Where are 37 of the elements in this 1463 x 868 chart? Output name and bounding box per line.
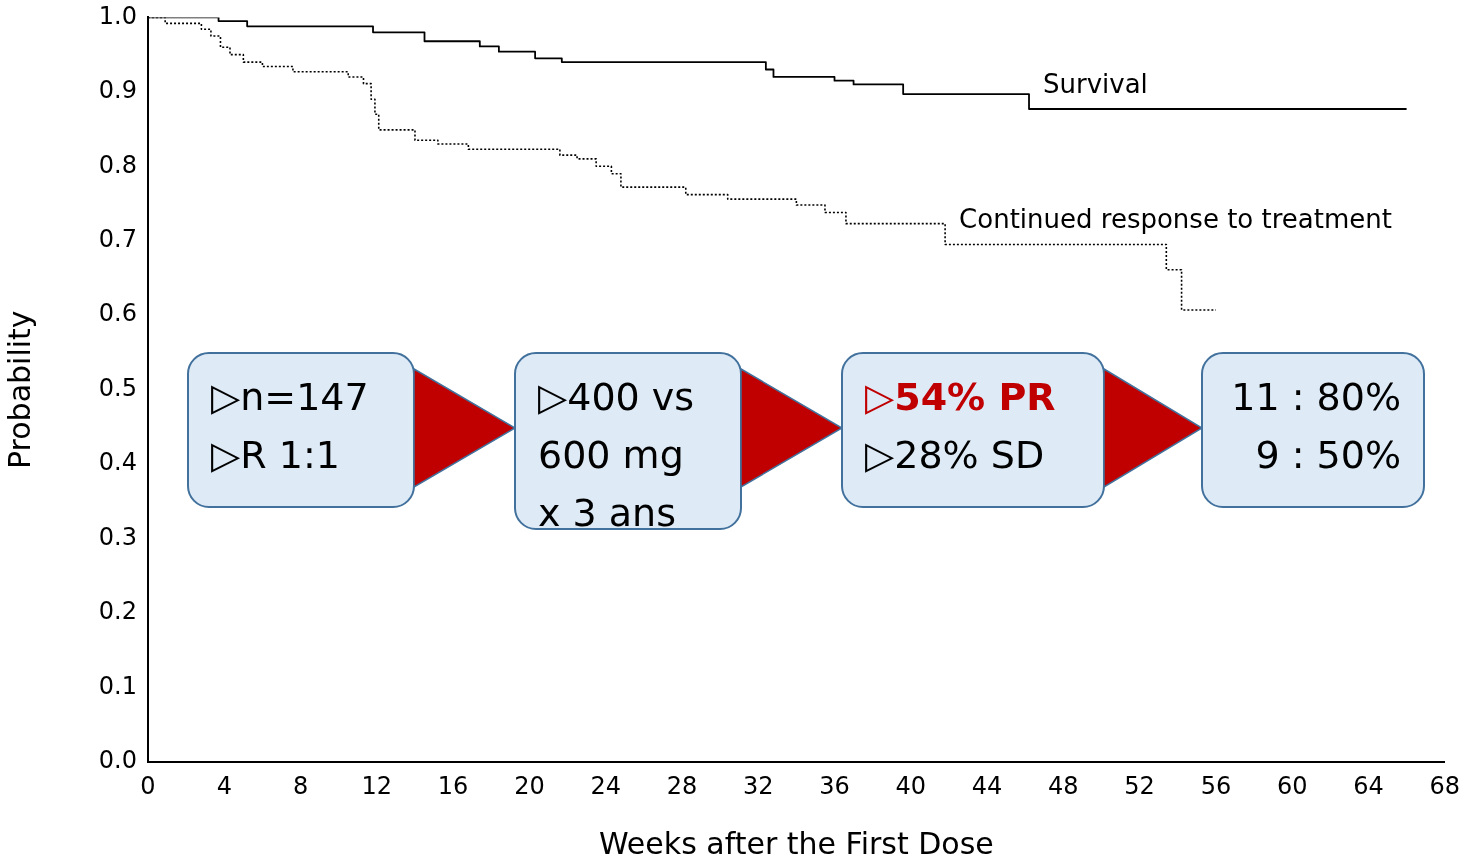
y-tick-label: 0.7: [98, 225, 137, 254]
y-tick-label: 0.3: [98, 522, 137, 551]
x-tick-label: 32: [742, 771, 774, 800]
y-axis-title: Probability: [1, 310, 37, 469]
x-tick-label: 52: [1124, 771, 1155, 800]
x-tick-label: 4: [216, 771, 232, 800]
annotation: 11 : 80% 9 : 50%: [1230, 374, 1401, 479]
series-label: Survival: [1043, 68, 1148, 99]
x-tick-label: 36: [819, 771, 850, 800]
x-tick-label: 28: [666, 771, 698, 800]
x-tick-label: 0: [140, 771, 156, 800]
x-tick-label: 40: [895, 771, 927, 800]
annotation: ▷n=147 ▷R 1:1: [211, 374, 370, 479]
x-tick-label: 56: [1200, 771, 1232, 800]
annotation: ▷400 vs 600 mg x 3 ans: [538, 374, 696, 537]
y-tick-label: 0.1: [98, 671, 137, 700]
y-tick-label: 0.0: [98, 746, 137, 775]
x-tick-label: 68: [1429, 771, 1460, 800]
y-tick-label: 0.8: [98, 150, 137, 179]
x-tick-label: 16: [437, 771, 469, 800]
x-tick-label: 64: [1353, 771, 1384, 800]
x-tick-label: 60: [1276, 771, 1308, 800]
y-tick-label: 0.9: [98, 76, 137, 105]
y-tick-label: 0.4: [98, 448, 137, 477]
y-tick-label: 0.6: [98, 299, 137, 328]
annotation: ▷54% PR ▷28% SD: [865, 374, 1057, 479]
x-tick-label: 12: [361, 771, 393, 800]
y-tick-label: 1.0: [98, 1, 137, 30]
y-tick-label: 0.2: [98, 597, 137, 626]
x-axis-title: Weeks after the First Dose: [598, 825, 994, 861]
x-tick-label: 24: [590, 771, 621, 800]
series-label: Continued response to treatment: [959, 204, 1392, 235]
x-tick-label: 44: [971, 771, 1003, 800]
x-tick-label: 48: [1048, 771, 1079, 800]
y-tick-label: 0.5: [98, 373, 137, 402]
x-tick-label: 8: [292, 771, 309, 800]
x-tick-label: 20: [514, 771, 545, 800]
